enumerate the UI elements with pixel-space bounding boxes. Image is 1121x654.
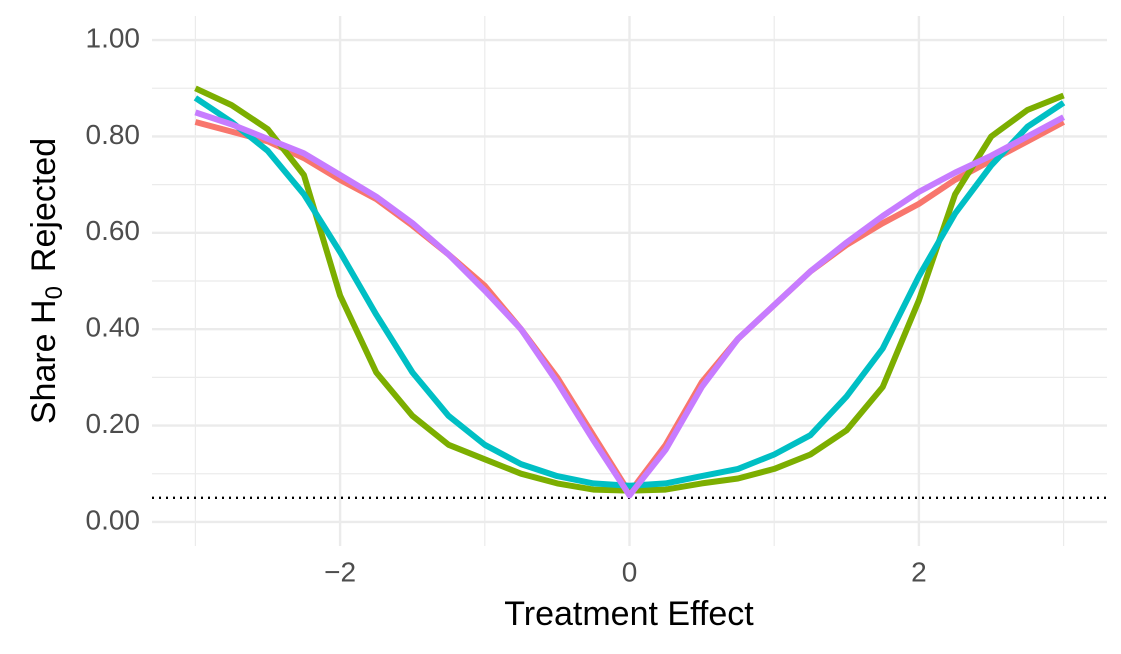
y-label-subscript: 0: [41, 286, 68, 299]
x-tick-label: −2: [324, 556, 356, 587]
y-axis-label: Share H0 Rejected: [25, 138, 68, 424]
x-tick-label: 0: [622, 556, 638, 587]
x-tick-label: 2: [911, 556, 927, 587]
y-label-part: Rejected: [25, 138, 63, 272]
y-tick-label: 1.00: [86, 22, 141, 53]
y-tick-label: 0.80: [86, 119, 141, 150]
series-line: [194, 109, 1066, 499]
y-tick-label: 0.40: [86, 312, 141, 343]
y-label-part: Share H: [25, 299, 63, 424]
y-tick-label: 0.00: [86, 504, 141, 535]
y-tick-label: 0.60: [86, 215, 141, 246]
x-axis-label: Treatment Effect: [504, 595, 754, 633]
y-tick-label: 0.20: [86, 408, 141, 439]
series-line: [193, 95, 1066, 489]
